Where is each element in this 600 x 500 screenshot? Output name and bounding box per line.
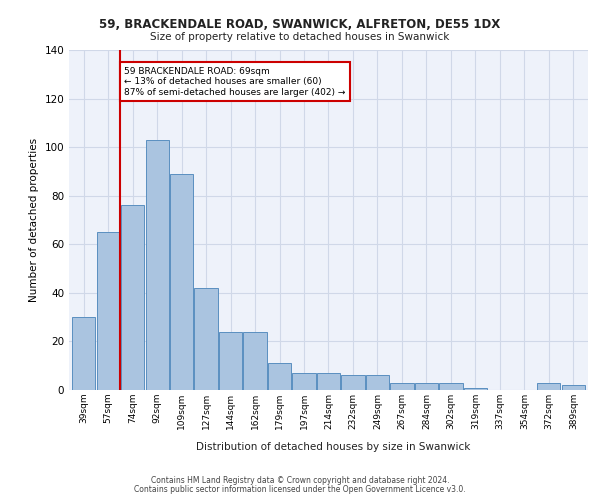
Bar [219,332,242,390]
Bar [415,382,438,390]
Bar [537,382,560,390]
Bar [464,388,487,390]
Bar [97,232,120,390]
Bar [194,288,218,390]
Bar [146,140,169,390]
Bar [170,174,193,390]
Text: 59 BRACKENDALE ROAD: 69sqm
← 13% of detached houses are smaller (60)
87% of semi: 59 BRACKENDALE ROAD: 69sqm ← 13% of deta… [124,67,346,97]
Bar [341,376,365,390]
Text: Contains HM Land Registry data © Crown copyright and database right 2024.: Contains HM Land Registry data © Crown c… [151,476,449,485]
Bar [366,376,389,390]
Bar [562,385,585,390]
Text: Size of property relative to detached houses in Swanwick: Size of property relative to detached ho… [151,32,449,42]
Bar [391,382,413,390]
Y-axis label: Number of detached properties: Number of detached properties [29,138,39,302]
Text: Contains public sector information licensed under the Open Government Licence v3: Contains public sector information licen… [134,485,466,494]
Bar [72,317,95,390]
Bar [121,206,144,390]
Text: 59, BRACKENDALE ROAD, SWANWICK, ALFRETON, DE55 1DX: 59, BRACKENDALE ROAD, SWANWICK, ALFRETON… [100,18,500,30]
Bar [292,373,316,390]
Text: Distribution of detached houses by size in Swanwick: Distribution of detached houses by size … [196,442,470,452]
Bar [244,332,266,390]
Bar [439,382,463,390]
Bar [268,364,291,390]
Bar [317,373,340,390]
